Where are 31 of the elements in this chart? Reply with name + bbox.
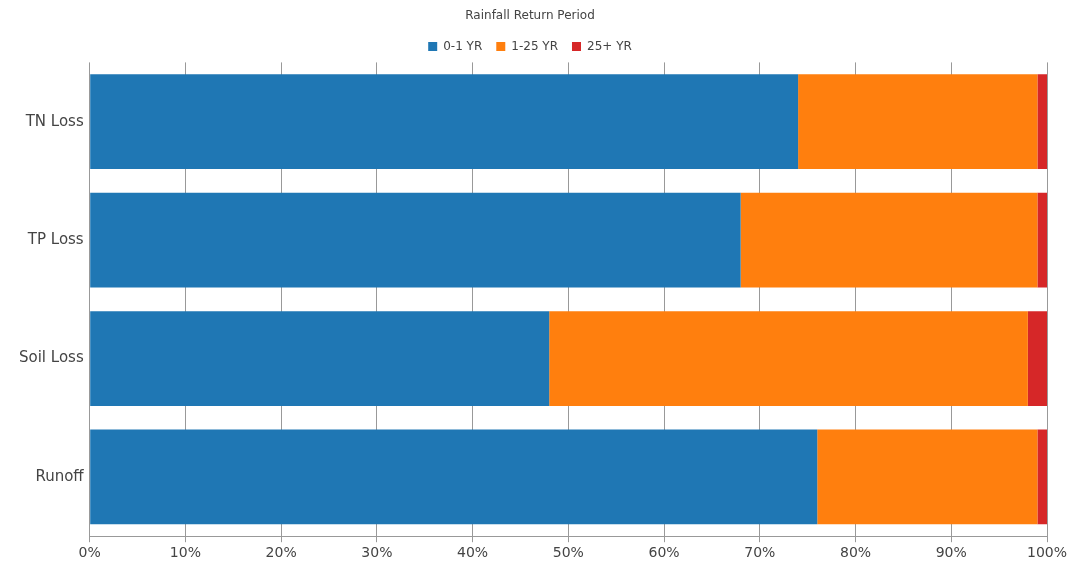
x-tick-label: 20% <box>265 544 297 561</box>
bar <box>549 311 1028 406</box>
y-tick-label: TN Loss <box>24 111 84 130</box>
x-tick-label: 80% <box>839 544 872 561</box>
bar <box>1027 311 1047 406</box>
bar <box>90 429 818 525</box>
bar <box>1037 74 1047 170</box>
y-tick-label: Runoff <box>35 466 85 485</box>
bar <box>1037 429 1047 525</box>
bar <box>1037 192 1047 288</box>
legend-label: 0-1 YR <box>443 38 483 53</box>
bar <box>90 192 741 288</box>
bar <box>740 192 1038 288</box>
x-tick-label: 90% <box>935 544 967 561</box>
y-tick-label: TP Loss <box>26 229 84 248</box>
bar <box>798 74 1038 170</box>
y-tick-label: Soil Loss <box>19 348 84 367</box>
legend-label: 1-25 YR <box>511 38 558 53</box>
legend-label: 25+ YR <box>587 38 632 53</box>
x-tick-label: 70% <box>744 544 776 561</box>
x-tick-label: 50% <box>552 544 584 561</box>
x-tick-label: 100% <box>1026 544 1068 561</box>
legend-title: Rainfall Return Period <box>465 8 595 23</box>
x-tick-label: 10% <box>169 544 201 561</box>
x-tick-label: 60% <box>648 544 680 561</box>
x-tick-label: 30% <box>361 544 393 561</box>
bar <box>817 429 1038 525</box>
x-tick-label: 40% <box>457 544 489 561</box>
bar <box>90 311 550 406</box>
bar <box>90 74 799 170</box>
x-tick-label: 0% <box>78 544 101 561</box>
